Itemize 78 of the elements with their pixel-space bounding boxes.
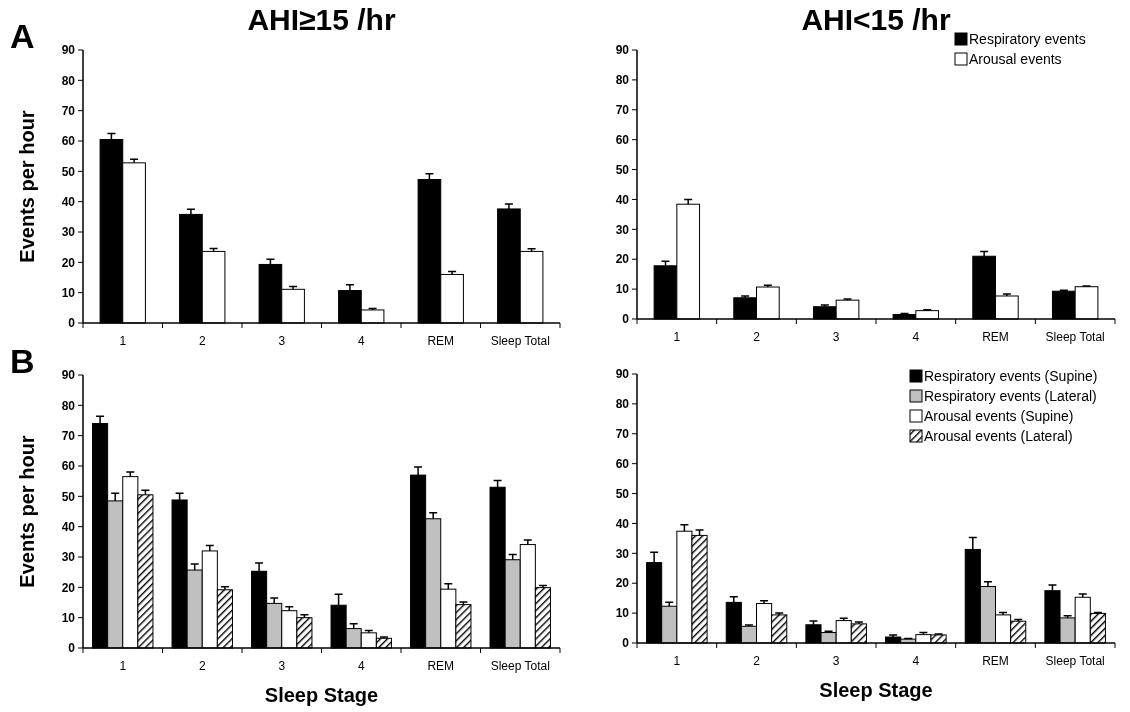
y-tick-label: 50: [615, 486, 630, 501]
x-axis-title: Sleep Stage: [819, 679, 933, 701]
x-tick-label: 1: [673, 654, 681, 668]
y-tick-label: 60: [615, 132, 630, 147]
x-tick-label: 2: [198, 334, 206, 348]
chart-title: AHI≥15 /hr: [247, 3, 396, 36]
x-tick-label: 4: [912, 654, 920, 668]
y-tick-label: 70: [61, 428, 76, 443]
y-tick-label: 80: [61, 73, 76, 88]
x-tick-label: Sleep Total: [490, 659, 550, 673]
y-tick-label: 0: [622, 636, 630, 651]
y-tick-label: 60: [61, 134, 76, 149]
y-tick-label: 70: [61, 103, 76, 118]
x-tick-label: REM: [982, 654, 1009, 668]
y-tick-label: 60: [61, 459, 76, 474]
y-tick-label: 40: [615, 192, 630, 207]
y-tick-label: 80: [615, 73, 630, 88]
x-tick-label: 2: [198, 659, 206, 673]
x-tick-label: REM: [427, 659, 455, 673]
y-tick-label: 0: [68, 316, 76, 331]
x-tick-label: Sleep Total: [1045, 654, 1105, 668]
y-tick-label: 40: [615, 516, 630, 531]
x-axis-title: Sleep Stage: [264, 684, 379, 706]
x-tick-label: 4: [357, 659, 365, 673]
y-tick-label: 50: [61, 164, 76, 179]
y-tick-label: 10: [615, 282, 630, 297]
y-tick-label: 50: [615, 162, 630, 177]
x-tick-label: 2: [753, 330, 761, 344]
x-tick-label: 3: [832, 330, 840, 344]
x-tick-label: 1: [673, 330, 681, 344]
x-tick-label: 1: [119, 334, 127, 348]
y-tick-label: 70: [615, 426, 630, 441]
legend-label: Arousal events (Lateral): [924, 428, 1073, 444]
y-tick-label: 70: [615, 102, 630, 117]
x-tick-label: REM: [427, 334, 455, 348]
y-tick-label: 0: [622, 312, 630, 327]
y-tick-label: 10: [61, 285, 76, 300]
y-tick-label: 90: [615, 43, 630, 58]
legend-label: Respiratory events (Lateral): [924, 388, 1097, 404]
chart-title: AHI<15 /hr: [801, 3, 951, 36]
y-tick-label: 30: [615, 222, 630, 237]
y-tick-label: 20: [615, 576, 630, 591]
y-tick-label: 30: [61, 550, 76, 565]
y-axis-title: Events per hour: [16, 435, 38, 588]
y-tick-label: 20: [615, 252, 630, 267]
y-tick-label: 10: [61, 610, 76, 625]
x-tick-label: 3: [832, 654, 840, 668]
y-tick-label: 80: [61, 398, 76, 413]
y-tick-label: 0: [68, 641, 76, 656]
y-tick-label: 80: [615, 397, 630, 412]
legend-label: Respiratory events: [969, 31, 1086, 47]
x-tick-label: Sleep Total: [490, 334, 550, 348]
x-tick-label: REM: [982, 330, 1009, 344]
y-tick-label: 40: [61, 194, 76, 209]
y-tick-label: 30: [61, 225, 76, 240]
y-tick-label: 90: [615, 367, 630, 382]
x-tick-label: Sleep Total: [1045, 330, 1105, 344]
y-axis-title: Events per hour: [16, 110, 38, 263]
legend-label: Arousal events (Supine): [924, 408, 1074, 424]
y-tick-label: 20: [61, 255, 76, 270]
legend-label: Respiratory events (Supine): [924, 368, 1098, 384]
y-tick-label: 30: [615, 546, 630, 561]
x-tick-label: 1: [119, 659, 127, 673]
y-tick-label: 90: [61, 43, 76, 58]
x-tick-label: 4: [912, 330, 920, 344]
text: B: [10, 342, 35, 380]
x-tick-label: 3: [278, 659, 286, 673]
y-tick-label: 50: [61, 489, 76, 504]
y-tick-label: 60: [615, 456, 630, 471]
text: A: [10, 17, 35, 55]
y-tick-label: 10: [615, 606, 630, 621]
x-tick-label: 4: [357, 334, 365, 348]
y-tick-label: 90: [61, 368, 76, 383]
x-tick-label: 2: [753, 654, 761, 668]
y-tick-label: 20: [61, 580, 76, 595]
legend-label: Arousal events: [969, 51, 1062, 67]
x-tick-label: 3: [278, 334, 286, 348]
y-tick-label: 40: [61, 519, 76, 534]
